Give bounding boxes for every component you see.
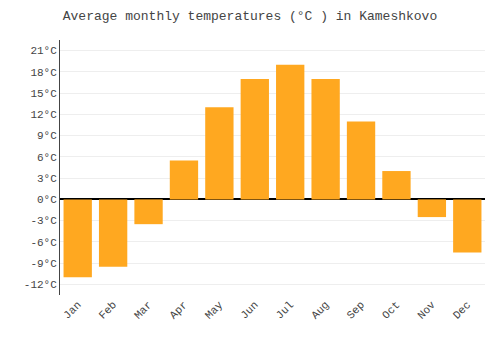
svg-text:Feb: Feb	[97, 299, 119, 321]
svg-text:Jun: Jun	[238, 299, 260, 321]
svg-text:Nov: Nov	[415, 299, 438, 322]
svg-text:-9°C: -9°C	[30, 258, 57, 270]
svg-text:-3°C: -3°C	[30, 215, 57, 227]
svg-text:12°C: 12°C	[30, 109, 57, 121]
svg-text:Jul: Jul	[274, 299, 296, 321]
svg-text:Dec: Dec	[451, 299, 473, 321]
svg-text:3°C: 3°C	[37, 173, 57, 185]
svg-text:Sep: Sep	[345, 299, 367, 321]
svg-text:Mar: Mar	[132, 299, 154, 321]
svg-text:Aug: Aug	[309, 299, 331, 321]
svg-text:6°C: 6°C	[37, 152, 57, 164]
svg-text:Average monthly temperatures (: Average monthly temperatures (°C ) in Ka…	[63, 9, 437, 24]
svg-text:Jan: Jan	[61, 299, 83, 321]
svg-text:21°C: 21°C	[30, 45, 57, 57]
svg-text:9°C: 9°C	[37, 130, 57, 142]
svg-text:May: May	[203, 299, 226, 322]
svg-text:15°C: 15°C	[30, 88, 57, 100]
svg-text:Oct: Oct	[380, 299, 402, 321]
svg-text:0°C: 0°C	[37, 194, 57, 206]
svg-text:-12°C: -12°C	[24, 279, 57, 291]
svg-text:18°C: 18°C	[30, 67, 57, 79]
svg-text:-6°C: -6°C	[30, 237, 57, 249]
svg-text:Apr: Apr	[167, 299, 189, 321]
